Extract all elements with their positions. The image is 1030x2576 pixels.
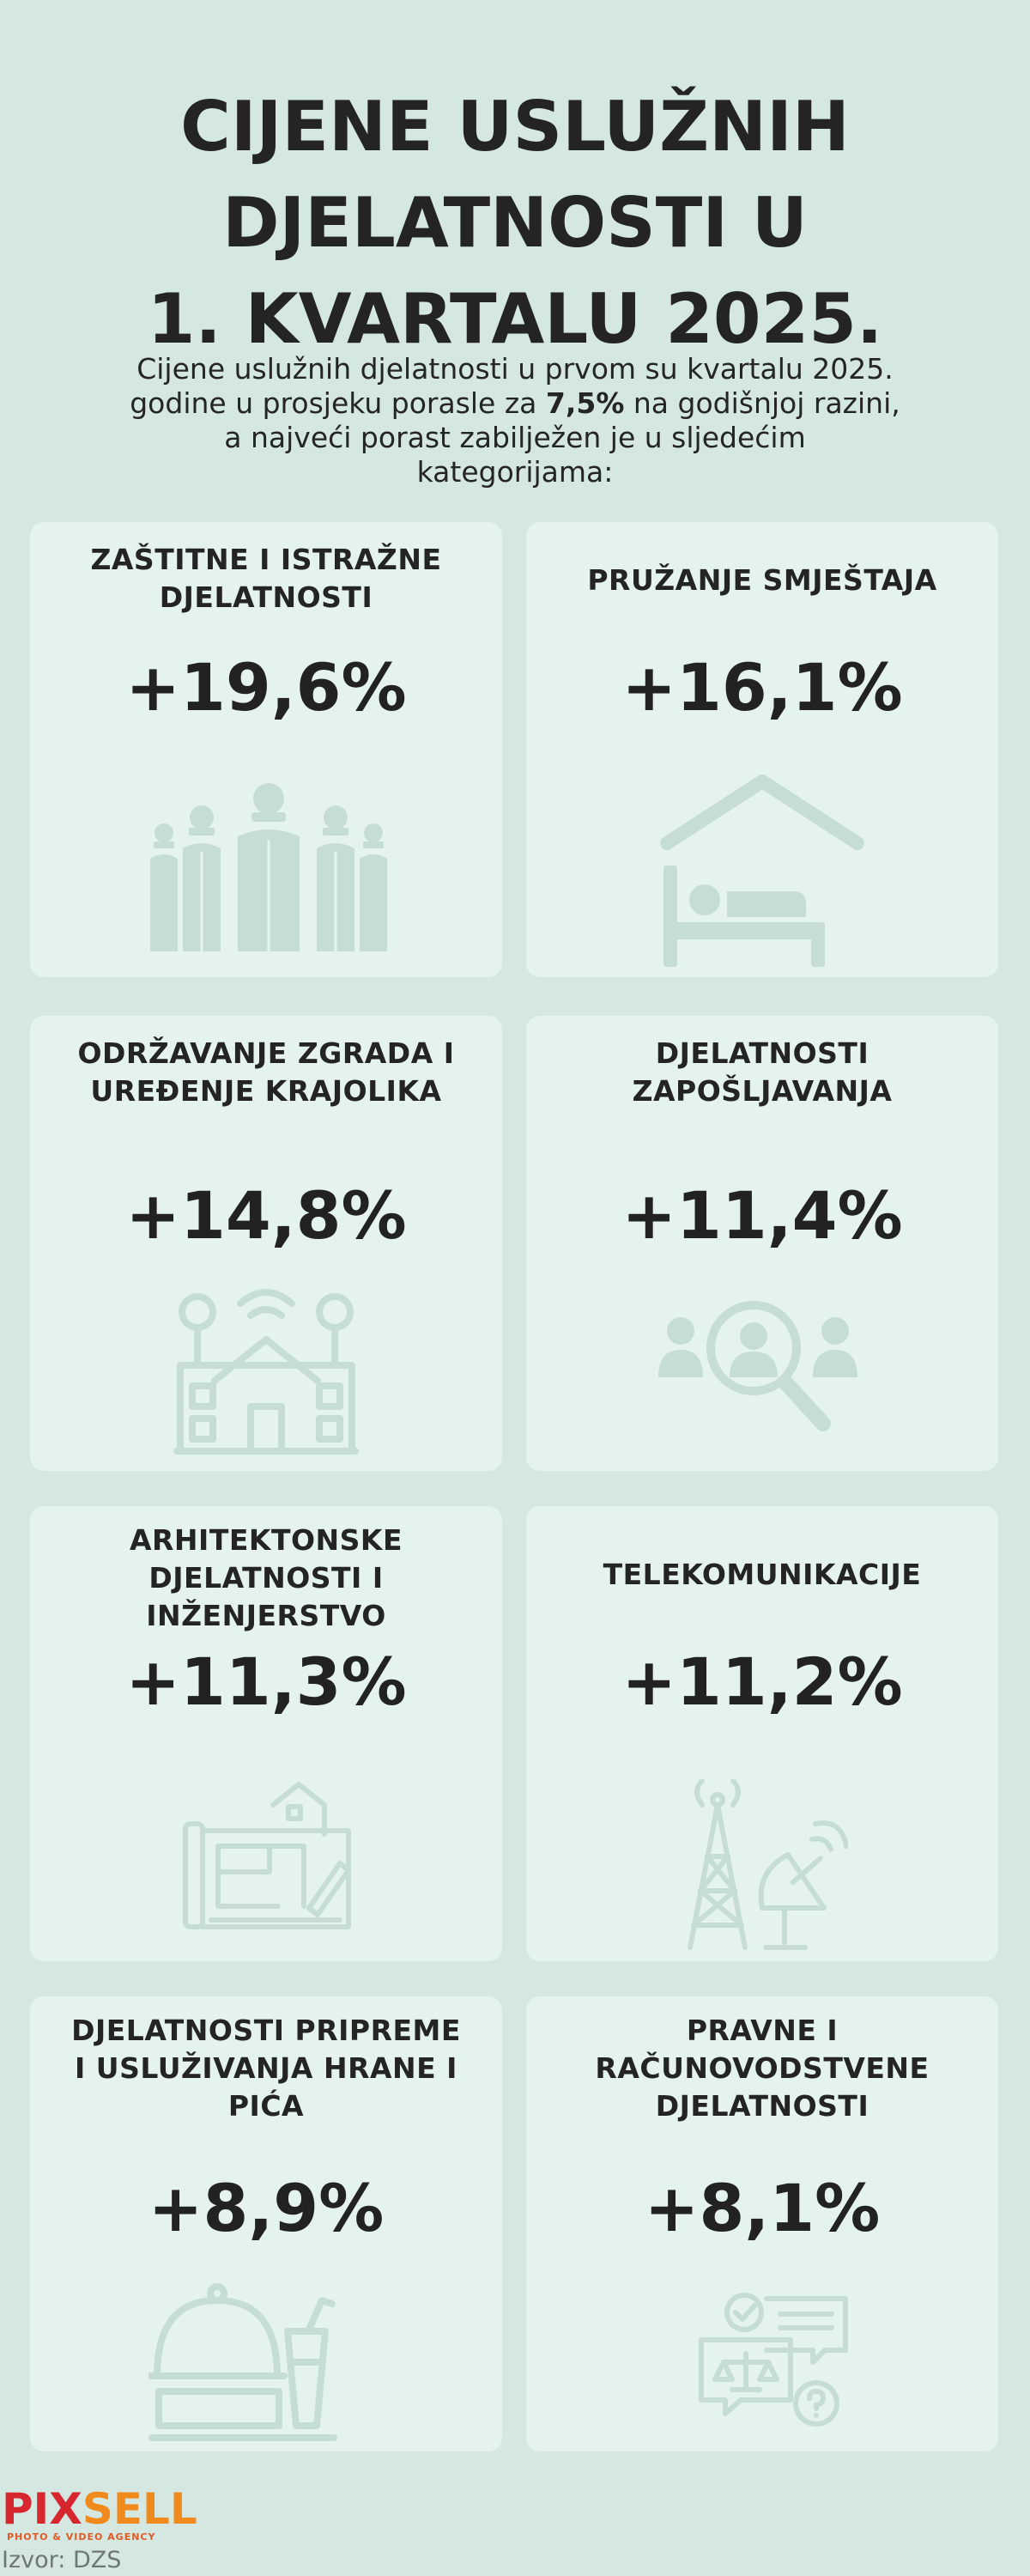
food-cloche-drink-icon [148,2280,337,2443]
title-line-1: CIJENE USLUŽNIH [180,87,850,167]
category-name: PRUŽANJE SMJEŠTAJA [535,562,990,599]
category-name-line: ZAPOŠLJAVANJA [632,1074,893,1108]
category-name-line: DJELATNOSTI PRIPREME [71,2014,461,2047]
category-card-employment: DJELATNOSTI ZAPOŠLJAVANJA +11,4% [526,1016,998,1471]
category-name-line: PRUŽANJE SMJEŠTAJA [587,563,937,597]
category-name-line: DJELATNOSTI [655,1036,869,1070]
category-name: PRAVNE I RAČUNOVODSTVENE DJELATNOSTI [535,2012,990,2125]
category-name-line: UREĐENJE KRAJOLIKA [90,1074,442,1108]
house-bed-icon [655,771,869,969]
category-name: ODRŽAVANJE ZGRADA I UREĐENJE KRAJOLIKA [39,1035,494,1110]
category-card-food-service: DJELATNOSTI PRIPREME I USLUŽIVANJA HRANE… [30,1996,502,2451]
people-search-icon [655,1295,861,1441]
page-title: CIJENE USLUŽNIH DJELATNOSTI U 1. KVARTAL… [0,79,1030,368]
category-value: +16,1% [621,649,903,726]
title-line-2: DJELATNOSTI U [222,183,808,263]
category-value: +14,8% [125,1177,407,1254]
category-name-line: DJELATNOSTI [655,2089,869,2123]
category-value: +19,6% [125,649,407,726]
category-value: +8,1% [644,2170,881,2246]
intro-text: Cijene uslužnih djelatnosti u prvom su k… [34,352,996,489]
intro-line-2-end: na godišnjoj razini, [624,386,900,420]
category-name-line: ARHITEKTONSKE [129,1523,403,1557]
intro-average-value: 7,5% [545,386,625,420]
category-name-line: DJELATNOSTI I [148,1561,384,1595]
title-line-3: 1. KVARTALU 2025. [147,279,883,359]
antenna-satellite-icon [676,1779,848,1951]
category-value: +8,9% [148,2170,385,2246]
category-name-line: ZAŠTITNE I ISTRAŽNE [90,543,442,576]
category-value: +11,2% [621,1643,903,1720]
category-card-architecture: ARHITEKTONSKE DJELATNOSTI I INŽENJERSTVO… [30,1506,502,1961]
category-name-line: PRAVNE I [686,2014,839,2047]
category-name-line: ODRŽAVANJE ZGRADA I [77,1036,455,1070]
category-card-security: ZAŠTITNE I ISTRAŽNE DJELATNOSTI +19,6% [30,522,502,977]
category-name-line: I USLUŽIVANJA HRANE I [75,2051,457,2085]
legal-chat-icon [698,2287,852,2433]
blueprint-icon [180,1779,360,1934]
category-name: DJELATNOSTI PRIPREME I USLUŽIVANJA HRANE… [39,2012,494,2125]
intro-line-3: a najveći porast zabilježen je u sljedeć… [224,421,806,454]
logo-pix: PIX [2,2484,82,2534]
intro-line-4: kategorijama: [416,455,614,489]
category-name-line: DJELATNOSTI [159,580,373,614]
category-name-line: PIĆA [227,2089,305,2123]
intro-line-2-start: godine u prosjeku porasle za [130,386,546,420]
category-value: +11,4% [621,1177,903,1254]
category-card-building-maintenance: ODRŽAVANJE ZGRADA I UREĐENJE KRAJOLIKA +… [30,1016,502,1471]
source-note: Izvor: DZS [2,2547,122,2573]
category-name-line: INŽENJERSTVO [146,1599,386,1632]
security-guards-icon [148,780,389,951]
logo-sell: SELL [82,2484,197,2534]
category-name: ZAŠTITNE I ISTRAŽNE DJELATNOSTI [39,541,494,617]
category-name: TELEKOMUNIKACIJE [535,1556,990,1594]
category-card-accommodation: PRUŽANJE SMJEŠTAJA +16,1% [526,522,998,977]
pixsell-logo: PIXSELL [2,2487,197,2531]
category-card-telecommunications: TELEKOMUNIKACIJE +11,2% [526,1506,998,1961]
logo-subtitle: PHOTO & VIDEO AGENCY [7,2531,156,2543]
category-name-line: RAČUNOVODSTVENE [595,2051,930,2085]
smart-building-icon [172,1278,360,1458]
category-name: ARHITEKTONSKE DJELATNOSTI I INŽENJERSTVO [39,1522,494,1635]
intro-line-1: Cijene uslužnih djelatnosti u prvom su k… [136,352,894,386]
category-name-line: TELEKOMUNIKACIJE [603,1558,922,1591]
category-card-legal-accounting: PRAVNE I RAČUNOVODSTVENE DJELATNOSTI +8,… [526,1996,998,2451]
category-name: DJELATNOSTI ZAPOŠLJAVANJA [535,1035,990,1110]
category-value: +11,3% [125,1643,407,1720]
